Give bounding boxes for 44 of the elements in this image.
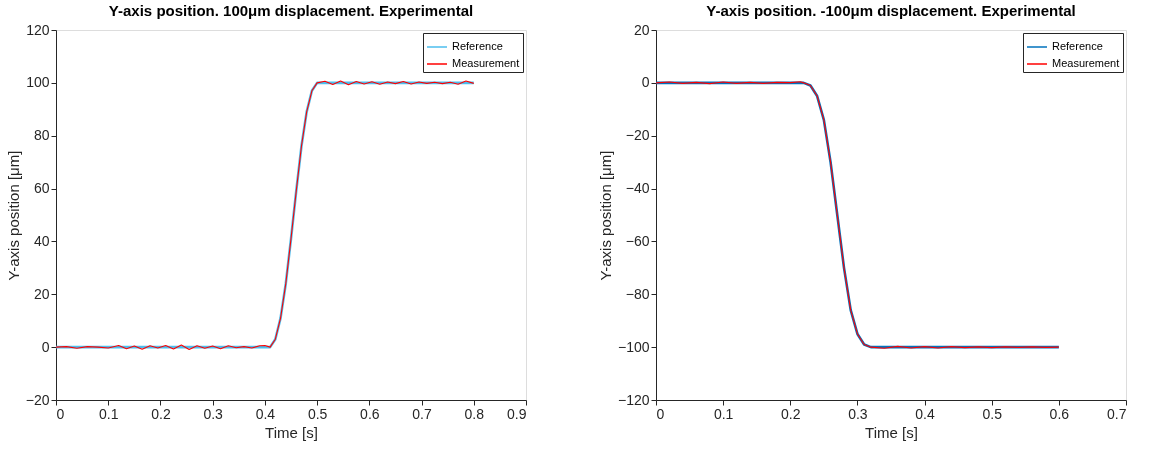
- x-tick-label: 0.1: [713, 405, 734, 422]
- x-tick-label: 0: [656, 405, 665, 422]
- x-tick-label: 0.9: [507, 405, 527, 422]
- y-tick-label: −120: [617, 391, 650, 408]
- legend-label: Measurement: [1052, 57, 1120, 69]
- y-tick-label: −20: [625, 127, 650, 144]
- x-tick-label: 0.4: [915, 405, 936, 422]
- y-axis-title: Y-axis position [μm]: [596, 150, 614, 281]
- x-tick-label: 0.5: [982, 405, 1003, 422]
- y-tick-label: 0: [41, 338, 50, 355]
- legend-label: Reference: [1052, 40, 1103, 52]
- y-axis-title: Y-axis position [μm]: [4, 150, 22, 281]
- x-axis-title: Time [s]: [265, 423, 318, 441]
- x-tick-label: 0.1: [98, 405, 119, 422]
- y-tick-label: 80: [33, 127, 50, 144]
- y-tick-label: −20: [25, 391, 50, 408]
- y-tick-label: 20: [33, 285, 50, 302]
- legend-label: Measurement: [452, 57, 520, 69]
- x-tick-label: 0.8: [464, 405, 485, 422]
- y-tick-label: 0: [641, 74, 650, 91]
- chart-title: Y-axis position. 100μm displacement. Experimental: [108, 2, 474, 19]
- x-tick-label: 0.2: [151, 405, 171, 422]
- y-tick-label: −80: [625, 285, 650, 302]
- y-tick-label: 60: [33, 180, 50, 197]
- x-tick-label: 0.6: [1049, 405, 1070, 422]
- x-tick-label: 0.3: [203, 405, 224, 422]
- x-tick-label: 0.6: [360, 405, 380, 422]
- x-tick-label: 0.2: [781, 405, 801, 422]
- x-tick-label: 0.7: [1107, 405, 1127, 422]
- x-tick-label: 0: [56, 405, 65, 422]
- y-tick-label: 120: [26, 21, 50, 38]
- legend-label: Reference: [452, 40, 503, 52]
- x-tick-label: 0.3: [848, 405, 868, 422]
- x-tick-label: 0.5: [307, 405, 328, 422]
- chart-title: Y-axis position. -100μm displacement. Experimental: [706, 2, 1076, 19]
- y-tick-label: 40: [33, 232, 50, 249]
- y-tick-label: −60: [625, 232, 650, 249]
- y-tick-label: −100: [617, 338, 650, 355]
- y-tick-label: 20: [633, 21, 650, 38]
- y-tick-label: −40: [625, 180, 650, 197]
- x-axis-title: Time [s]: [865, 423, 918, 441]
- x-tick-label: 0.4: [255, 405, 276, 422]
- x-tick-label: 0.7: [412, 405, 432, 422]
- y-tick-label: 100: [26, 74, 50, 91]
